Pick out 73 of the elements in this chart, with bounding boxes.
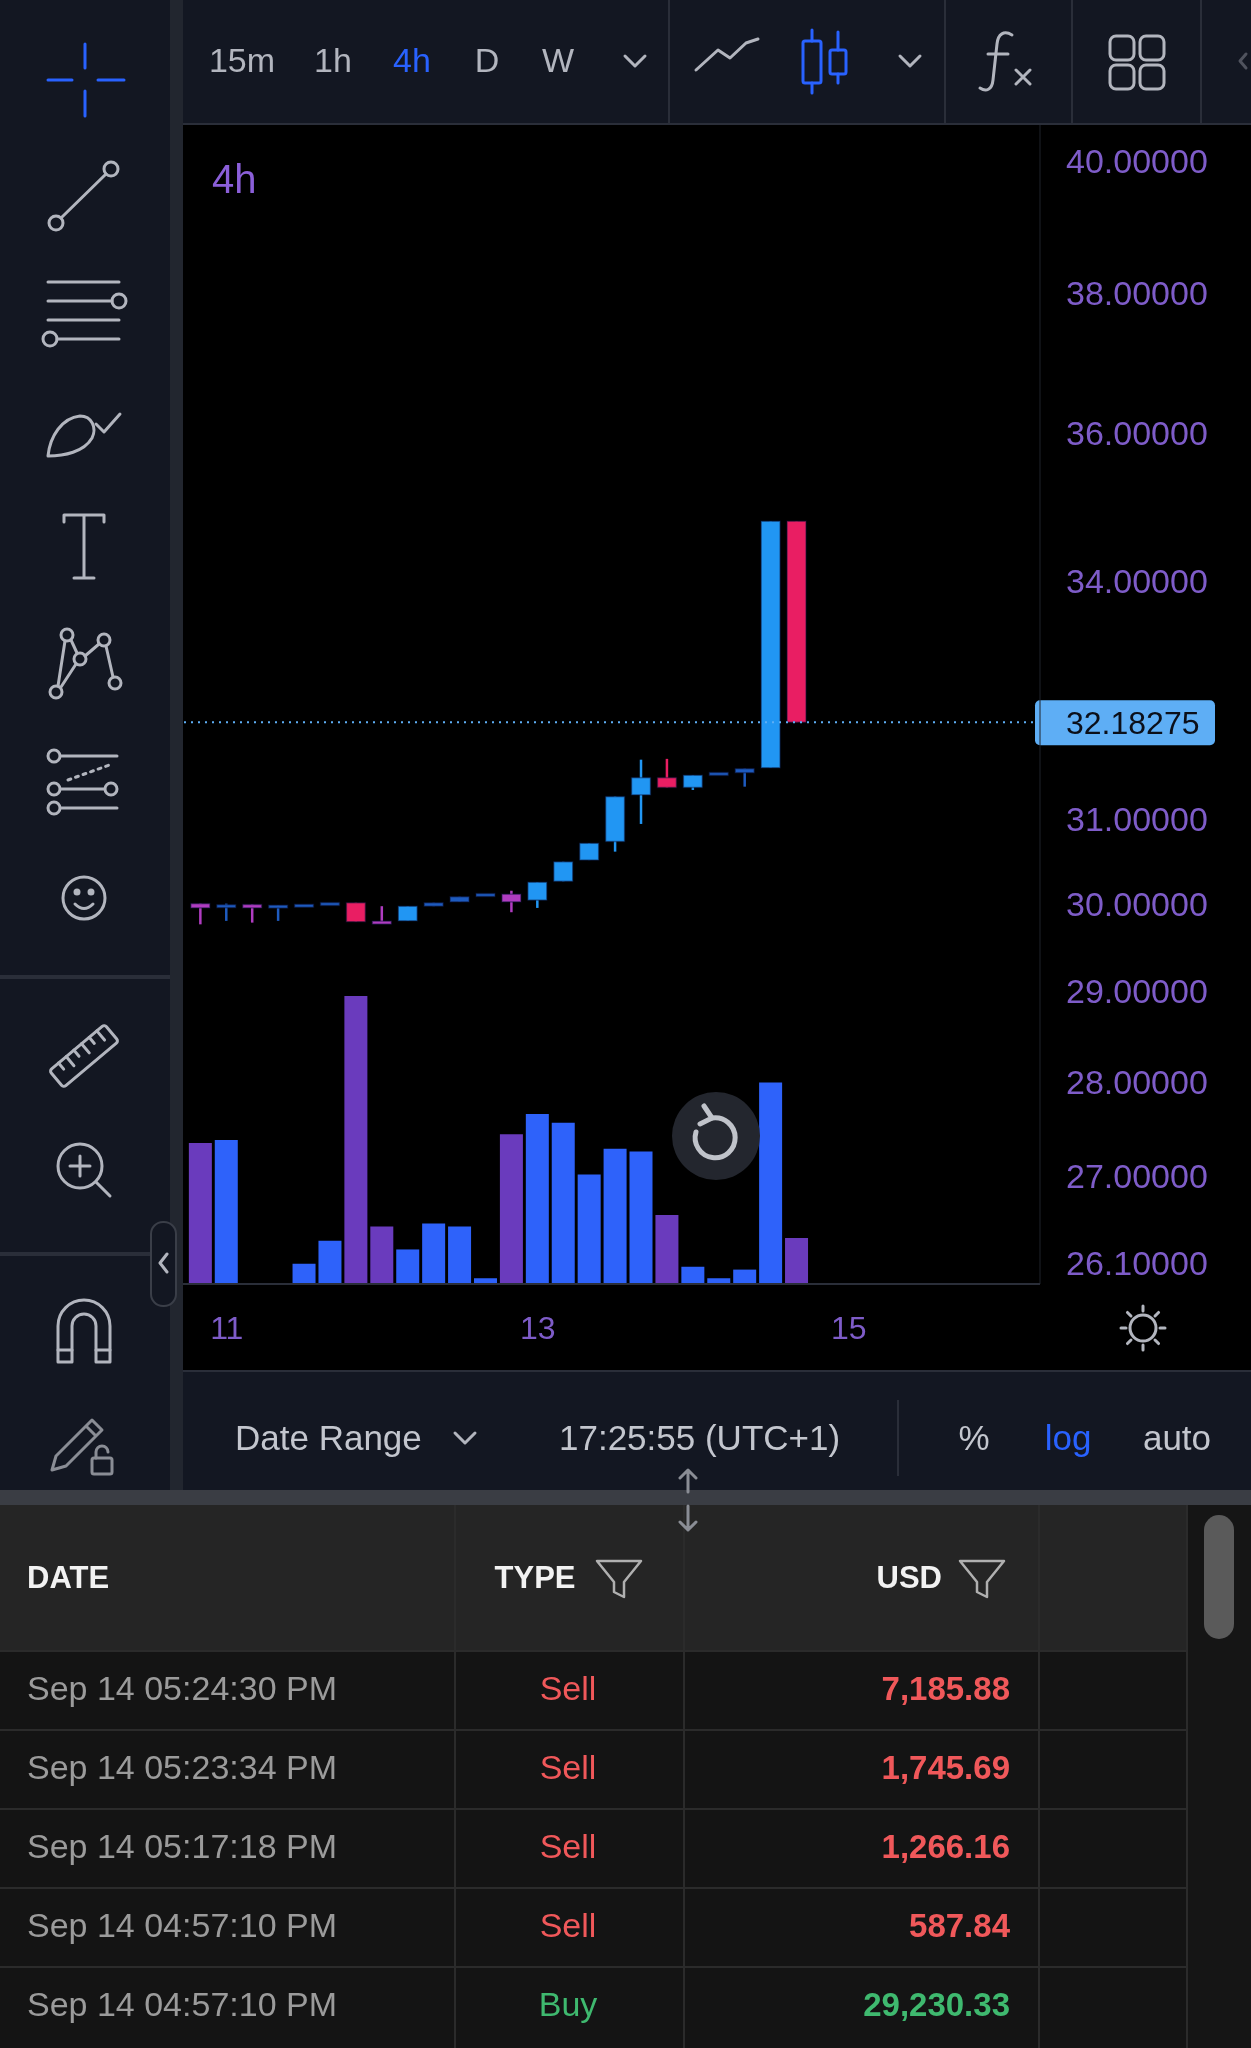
candlestick [553, 860, 574, 883]
text: Sep 14 05:17:18 PM [27, 1826, 338, 1865]
bar [681, 1266, 705, 1284]
bar [577, 1174, 601, 1284]
x-tick-label: 11 [210, 1309, 244, 1346]
text: 1,745.69 [881, 1748, 1010, 1786]
y-tick-label: 31.00000 [1066, 800, 1208, 839]
bar [188, 1142, 212, 1284]
text: 1h [314, 41, 352, 80]
text: log [1044, 1417, 1092, 1457]
text: D [474, 41, 500, 80]
candlestick [630, 758, 652, 826]
candlestick [501, 889, 522, 914]
text: auto [1142, 1417, 1212, 1457]
text: 587.84 [909, 1906, 1010, 1944]
y-tick-label: 40.00000 [1066, 141, 1208, 180]
candlestick [241, 903, 263, 924]
text: Sep 14 04:57:10 PM [27, 1984, 338, 2023]
y-tick-label: 38.00000 [1066, 274, 1208, 313]
bar [344, 996, 368, 1284]
bar [448, 1226, 472, 1284]
bar [525, 1114, 549, 1284]
text: Sell [539, 1905, 597, 1944]
text: 1,266.16 [881, 1827, 1010, 1865]
candlestick [734, 767, 755, 788]
text: W [541, 41, 575, 80]
text: 17:25:55 (UTC+1) [559, 1417, 841, 1457]
bar [785, 1237, 809, 1284]
text: 7,185.88 [881, 1669, 1010, 1707]
text: TYPE [494, 1560, 576, 1596]
text: Sep 14 05:24:30 PM [27, 1668, 338, 1707]
text: 4h [393, 41, 431, 80]
bar [629, 1151, 653, 1284]
bar [396, 1249, 420, 1284]
text: Sell [539, 1826, 597, 1865]
y-tick-label: 29.00000 [1066, 972, 1208, 1011]
bar [318, 1240, 342, 1284]
y-tick-label: 30.00000 [1066, 884, 1208, 923]
text: 29,230.33 [863, 1985, 1010, 2023]
candlestick [190, 902, 211, 926]
candlestick [656, 757, 678, 789]
bar [733, 1269, 757, 1284]
text: Sep 14 05:23:34 PM [27, 1747, 338, 1786]
candlestick [345, 901, 367, 923]
bar [370, 1226, 394, 1284]
candlestick [216, 902, 237, 923]
bar [499, 1134, 523, 1284]
text: Buy [538, 1984, 598, 2023]
candlestick [527, 880, 548, 910]
text: Date Range [235, 1417, 422, 1457]
bar [422, 1223, 446, 1284]
text: DATE [27, 1560, 110, 1596]
bar [292, 1263, 316, 1284]
bar [214, 1140, 238, 1284]
y-tick-label: 26.10000 [1066, 1244, 1208, 1283]
bar [551, 1122, 575, 1284]
y-tick-label: 36.00000 [1066, 413, 1208, 452]
y-tick-label: 34.00000 [1066, 561, 1208, 600]
text: Sell [539, 1668, 597, 1707]
text: Sep 14 04:57:10 PM [27, 1905, 338, 1944]
x-tick-label: 15 [831, 1309, 867, 1346]
bar [759, 1082, 783, 1284]
bar [603, 1148, 627, 1284]
text: Sell [539, 1747, 597, 1786]
x-tick-label: 13 [519, 1309, 556, 1346]
text: USD [876, 1560, 942, 1596]
y-tick-label: 27.00000 [1066, 1156, 1208, 1195]
text: 15m [208, 41, 276, 80]
text: 4h [212, 157, 257, 201]
y-tick-label: 28.00000 [1066, 1062, 1208, 1101]
ref-line-label: 32.18275 [1066, 704, 1200, 741]
text: % [958, 1417, 990, 1457]
bar [655, 1214, 679, 1284]
